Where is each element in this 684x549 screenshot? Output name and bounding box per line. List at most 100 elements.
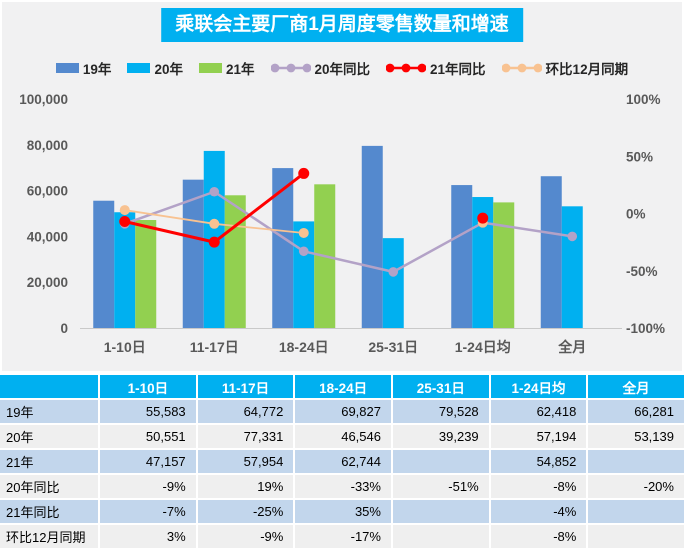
left-axis-tick: 60,000 [27,184,68,199]
marker-20年同比-18-24日 [298,246,309,257]
table-cell: 57,194 [490,425,587,448]
legend-line-swatch-icon [270,63,311,73]
table-cell [588,525,684,548]
legend-label: 21年 [225,62,255,77]
legend-label: 环比12月同期 [545,62,629,77]
category-label: 全月 [557,339,586,355]
table-cell: -20% [588,475,684,498]
table-cell: 64,772 [197,400,294,423]
bar-19年-11-17日 [182,179,204,328]
marker-21年同比-1-24日均 [477,212,489,224]
table-header-cell: 18-24日 [295,375,391,398]
bar-21年-1-10日 [135,220,157,328]
table-header-cell: 25-31日 [392,375,489,398]
table-cell: -4% [490,500,587,523]
chart-title: 乘联会主要厂商1月周度零售数量和增速 [161,8,523,42]
legend-label: 19年 [82,62,112,77]
table-cell: 77,331 [197,425,294,448]
line-20年同比 [124,190,573,274]
marker-20年同比-全月 [567,231,578,242]
category-label: 1-24日均 [455,339,511,355]
marker-20年同比-11-17日 [209,186,220,197]
legend-item: 环比12月同期 [501,58,629,78]
marker-环比12月同期-18-24日 [298,227,309,238]
table-cell: -9% [197,525,294,548]
table-row-label: 20年同比 [0,475,98,498]
legend-label: 20年同比 [314,62,371,77]
table-cell [392,450,489,473]
legend-item: 21年 [198,58,255,78]
legend-bar-swatch-icon [127,63,151,73]
table-cell: 47,157 [100,450,196,473]
marker-环比12月同期-1-10日 [119,205,130,216]
bar-21年-1-24日均 [493,202,515,328]
table-header-cell: 1-24日均 [490,375,587,398]
combo-chart: 0 20,000 40,000 60,000 80,000 100,000 100% 50% 0… [19,92,665,355]
bar-19年-18-24日 [272,168,294,328]
table-cell: -9% [100,475,196,498]
table-header-cell [0,375,98,398]
table-cell [392,500,489,523]
table-cell: -7% [100,500,196,523]
legend-item: 20年同比 [270,58,371,78]
table-cell: -17% [295,525,391,548]
chart-panel: 0 20,000 40,000 60,000 80,000 100,000 100% 50% 0… [2,2,682,371]
right-axis-tick: 50% [626,149,653,164]
left-axis-tick: 0 [60,321,68,336]
table-cell: -51% [392,475,489,498]
legend-item: 19年 [55,58,112,78]
table-cell: 62,744 [295,450,391,473]
bar-19年-1-10日 [93,200,115,328]
category-label: 18-24日 [279,339,329,355]
table-cell: 54,852 [490,450,587,473]
table-cell: 66,281 [588,400,684,423]
legend-label: 21年同比 [430,62,486,77]
table-header-cell: 1-10日 [100,375,196,398]
table-row-label: 21年 [0,450,98,473]
chart-legend: 19年 20年 21年 20年同比 21年同比 环比12月同期 [2,58,682,78]
left-axis-tick: 100,000 [19,92,68,107]
table-cell [392,525,489,548]
legend-bar-swatch-icon [55,63,79,73]
category-label: 1-10日 [104,339,146,355]
left-axis-tick: 20,000 [27,275,68,290]
marker-21年同比-11-17日 [208,236,220,248]
legend-bar-swatch-icon [198,63,222,73]
table-cell: 55,583 [100,400,196,423]
right-axis-tick: 100% [626,92,661,107]
bar-21年-11-17日 [224,195,246,328]
table-cell [588,500,684,523]
table-cell: 62,418 [490,400,587,423]
table-cell: 57,954 [197,450,294,473]
bar-19年-25-31日 [361,145,383,328]
table-cell: 53,139 [588,425,684,448]
legend-line-swatch-icon [501,63,542,73]
table-cell: 3% [100,525,196,548]
bar-20年-1-24日均 [472,197,494,328]
left-axis-tick: 80,000 [27,138,68,153]
legend-item: 20年 [127,58,183,78]
table-cell: -8% [490,525,587,548]
table-cell: 50,551 [100,425,196,448]
bar-20年-全月 [561,206,583,328]
table-cell: 19% [197,475,294,498]
right-axis-tick: -50% [626,264,658,279]
bar-19年-全月 [540,176,562,328]
bar-20年-25-31日 [382,238,404,328]
table-cell: -33% [295,475,391,498]
table-header-cell: 11-17日 [197,375,294,398]
legend-line-swatch-icon [386,63,427,73]
table-row-label: 21年同比 [0,500,98,523]
table-cell [588,450,684,473]
marker-20年同比-25-31日 [388,267,399,277]
category-label: 25-31日 [368,339,418,355]
marker-21年同比-18-24日 [298,167,310,179]
table-row-label: 20年 [0,425,98,448]
legend-item: 21年同比 [386,58,486,78]
table-cell: 35% [295,500,391,523]
table-cell: 79,528 [392,400,489,423]
bar-20年-1-10日 [114,212,136,328]
data-table: 1-10日 11-17日 18-24日 25-31日 1-24日均 全月 19年 55,583… [0,375,684,548]
marker-环比12月同期-11-17日 [209,218,220,229]
